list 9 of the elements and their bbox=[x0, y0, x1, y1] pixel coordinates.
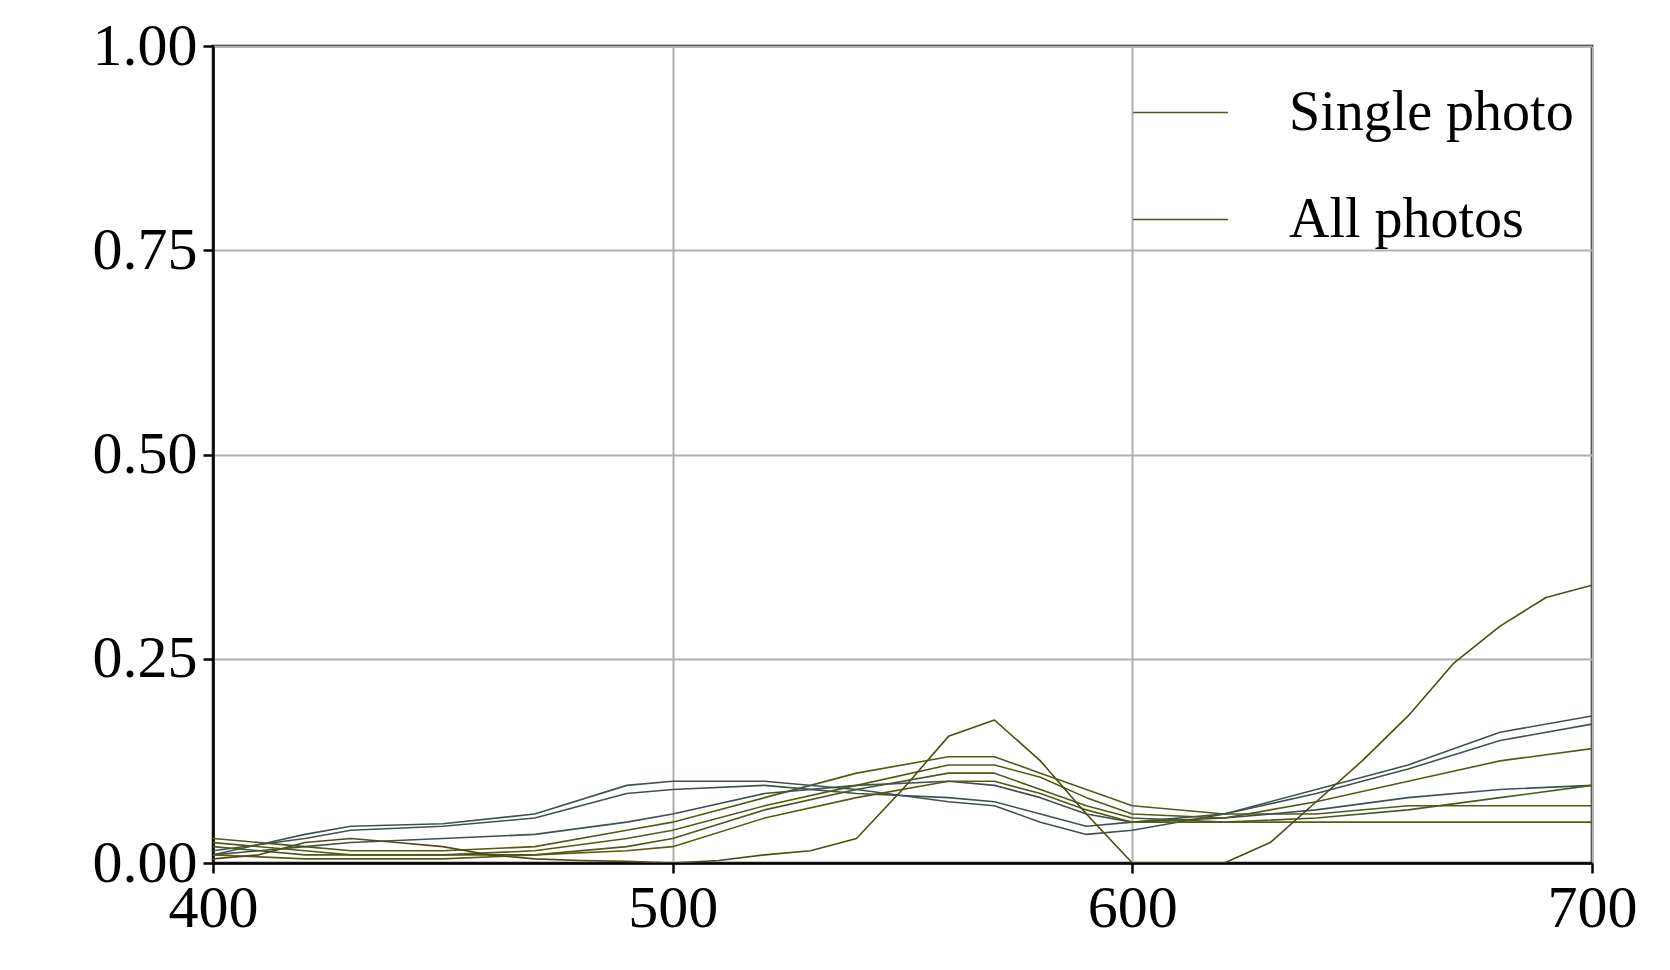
legend-label: Single photo bbox=[1289, 79, 1574, 142]
y-tick-label: 1.00 bbox=[92, 11, 198, 78]
x-tick-label: 600 bbox=[1087, 873, 1178, 940]
y-tick-label: 0.25 bbox=[92, 624, 198, 691]
y-tick-label: 0.75 bbox=[92, 215, 198, 282]
x-tick-label: 700 bbox=[1547, 873, 1638, 940]
y-tick-label: 0.50 bbox=[92, 420, 198, 486]
x-tick-label: 500 bbox=[628, 873, 719, 940]
legend-label: All photos bbox=[1289, 186, 1524, 249]
